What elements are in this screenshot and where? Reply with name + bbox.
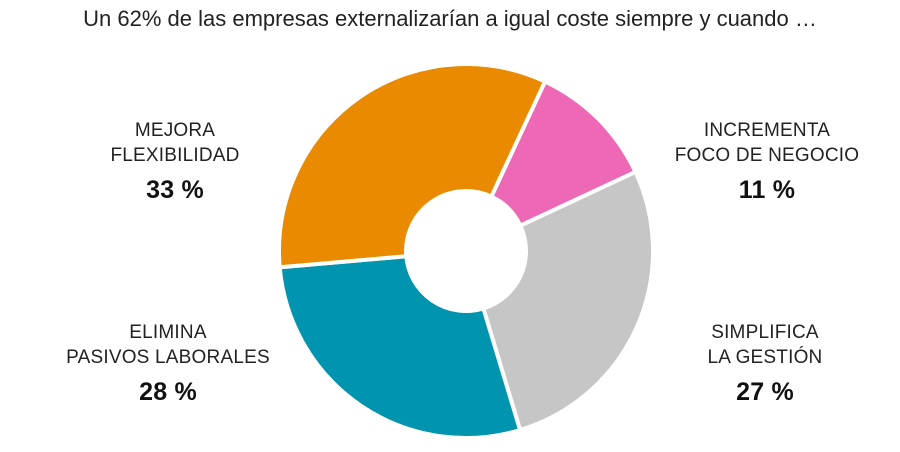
slice-label-incrementa-foco: INCREMENTA FOCO DE NEGOCIO 11 % [652, 118, 882, 207]
slice-label-elimina-pasivos: ELIMINA PASIVOS LABORALES 28 % [48, 320, 288, 409]
slice-label-line: FOCO DE NEGOCIO [674, 145, 860, 166]
slice-value-label: 27 % [736, 378, 794, 406]
slice-label-line: SIMPLIFICA [711, 322, 819, 343]
slice-label-line: INCREMENTA [703, 120, 831, 141]
slice-value-label: 33 % [146, 176, 204, 204]
slice-simplifica-gestion [480, 169, 655, 433]
slice-label-mejora-flexibilidad: MEJORA FLEXIBILIDAD 33 % [90, 118, 260, 207]
chart-title: Un 62% de las empresas externalizarían a… [83, 6, 817, 31]
slice-value-label: 28 % [139, 378, 197, 406]
slice-mejora-flexibilidad [277, 62, 548, 270]
slice-incrementa-foco [488, 78, 639, 229]
slice-label-simplifica-gestion: SIMPLIFICA LA GESTIÓN 27 % [650, 320, 880, 409]
slice-elimina-pasivos [277, 254, 523, 440]
slice-label-line: ELIMINA [129, 322, 207, 343]
slice-label-line: FLEXIBILIDAD [110, 145, 240, 166]
slice-value-label: 11 % [738, 176, 796, 204]
slice-label-line: PASIVOS LABORALES [66, 347, 270, 368]
slice-label-line: LA GESTIÓN [707, 347, 823, 368]
slice-label-line: MEJORA [134, 120, 216, 141]
